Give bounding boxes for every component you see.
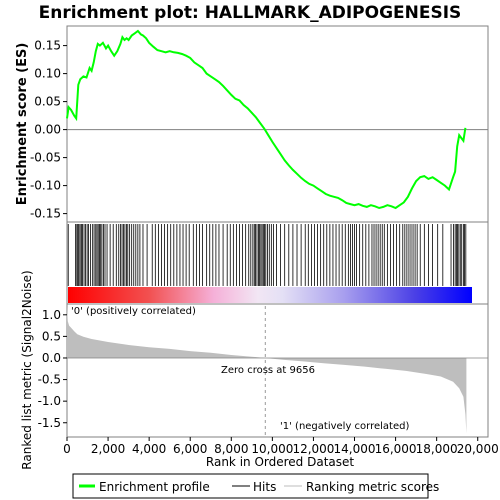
es-y-tick-label: 0.05	[34, 95, 61, 109]
metric-y-tick-label: 0.5	[42, 329, 61, 343]
metric-y-axis-label: Ranked list metric (Signal2Noise)	[20, 270, 34, 469]
x-tick-label: 8,000	[214, 442, 248, 456]
enrichment-profile-line	[66, 29, 467, 210]
metric-panel: -1.5 -1.0 -0.5 0.0 0.5 1.0 0 2,000 4,000 6,000 8,…	[20, 270, 499, 469]
es-y-tick-label: -0.15	[30, 207, 61, 221]
x-tick-label: 10,000	[251, 442, 293, 456]
positive-correlation-label: '0' (positively correlated)	[71, 306, 196, 317]
x-tick-label: 18,000	[416, 442, 458, 456]
hits-ticks	[67, 224, 467, 286]
x-tick-label: 12,000	[292, 442, 334, 456]
x-tick-label: 2,000	[91, 442, 125, 456]
metric-y-axis: -1.5 -1.0 -0.5 0.0 0.5 1.0	[38, 308, 67, 430]
es-panel: -0.15 -0.10 -0.05 0.00 0.05 0.10 0.15 Enrichme…	[15, 25, 489, 223]
es-y-tick-label: 0.00	[34, 123, 61, 137]
negative-correlation-label: '1' (negatively correlated)	[280, 421, 409, 432]
metric-y-tick-label: 1.0	[42, 308, 61, 322]
legend: Enrichment profile Hits Ranking metric s…	[72, 473, 439, 499]
rank-color-bar	[68, 287, 472, 303]
metric-y-tick-label: -0.5	[38, 373, 61, 387]
es-y-axis-label: Enrichment score (ES)	[15, 43, 30, 206]
legend-hits-label: Hits	[253, 480, 276, 494]
x-tick-label: 4,000	[132, 442, 166, 456]
es-plot-frame	[66, 25, 489, 223]
es-y-tick-label: -0.10	[30, 179, 61, 193]
legend-metric-label: Ranking metric scores	[306, 480, 439, 494]
es-y-axis: -0.15 -0.10 -0.05 0.00 0.05 0.10 0.15	[30, 39, 67, 221]
legend-enrichment-label: Enrichment profile	[99, 480, 210, 494]
x-axis: 0 2,000 4,000 6,000 8,000 10,000 12,000 14,000 1…	[63, 437, 499, 456]
legend-frame	[72, 473, 429, 499]
x-axis-label: Rank in Ordered Dataset	[206, 455, 354, 469]
zero-cross-label: Zero cross at 9656	[221, 365, 315, 376]
es-y-tick-label: 0.15	[34, 39, 61, 53]
x-tick-label: 16,000	[375, 442, 417, 456]
metric-y-tick-label: 0.0	[42, 351, 61, 365]
x-tick-label: 20,000	[457, 442, 499, 456]
es-y-tick-label: 0.10	[34, 67, 61, 81]
metric-y-tick-label: -1.5	[38, 416, 61, 430]
x-tick-label: 6,000	[173, 442, 207, 456]
chart-title: Enrichment plot: HALLMARK_ADIPOGENESIS	[39, 3, 462, 23]
x-tick-label: 0	[63, 442, 71, 456]
metric-y-tick-label: -1.0	[38, 394, 61, 408]
x-tick-label: 14,000	[334, 442, 376, 456]
hits-panel	[66, 221, 489, 305]
es-y-tick-label: -0.05	[30, 151, 61, 165]
